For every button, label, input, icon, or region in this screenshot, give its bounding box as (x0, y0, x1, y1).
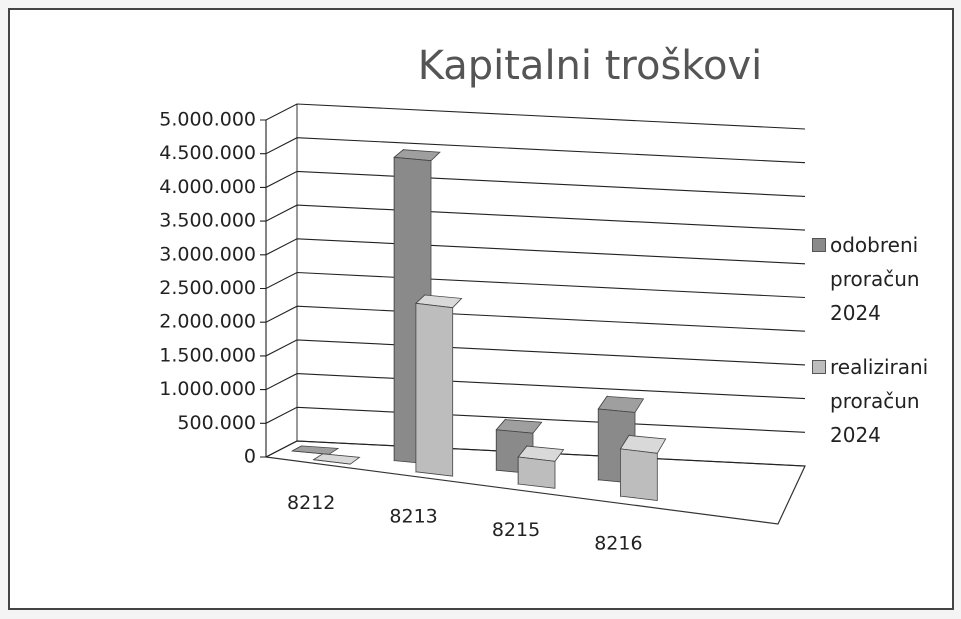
x-tick-label: 8213 (389, 506, 437, 528)
y-tick-label: 2.000.000 (159, 311, 256, 333)
grid-line (260, 238, 806, 265)
x-tick-label: 8215 (492, 519, 540, 541)
y-tick-label: 0 (244, 446, 256, 468)
legend-swatch (812, 238, 826, 252)
y-tick-label: 3.500.000 (159, 210, 256, 232)
y-tick-label: 4.000.000 (159, 176, 256, 198)
y-tick-label: 1.000.000 (159, 378, 256, 400)
bar (517, 456, 556, 489)
y-tick-label: 3.000.000 (159, 243, 256, 265)
legend-swatch (812, 360, 826, 374)
y-tick-label: 5.000.000 (159, 109, 256, 131)
bar (620, 448, 658, 501)
grid-line (260, 103, 806, 130)
y-tick-label: 4.500.000 (159, 142, 256, 164)
y-tick-label: 2.500.000 (159, 277, 256, 299)
grid-line (260, 339, 806, 366)
chart-frame (8, 8, 954, 610)
bar (313, 459, 351, 465)
y-tick-label: 500.000 (177, 412, 256, 434)
grid-line (260, 170, 806, 197)
grid-line (260, 204, 806, 231)
legend-label: odobreni proračun 2024 (830, 233, 920, 325)
x-tick-label: 8216 (594, 532, 642, 554)
chart-title: Kapitalni troškovi (418, 43, 763, 89)
grid-line (260, 137, 806, 164)
legend-label: realizirani proračun 2024 (830, 355, 929, 447)
bar (415, 302, 454, 477)
x-tick-label: 8212 (287, 492, 335, 514)
grid-line (260, 271, 806, 299)
grid-line (260, 305, 806, 332)
grid-line (260, 373, 806, 400)
grid-line (260, 406, 806, 433)
y-tick-label: 1.500.000 (159, 344, 256, 366)
